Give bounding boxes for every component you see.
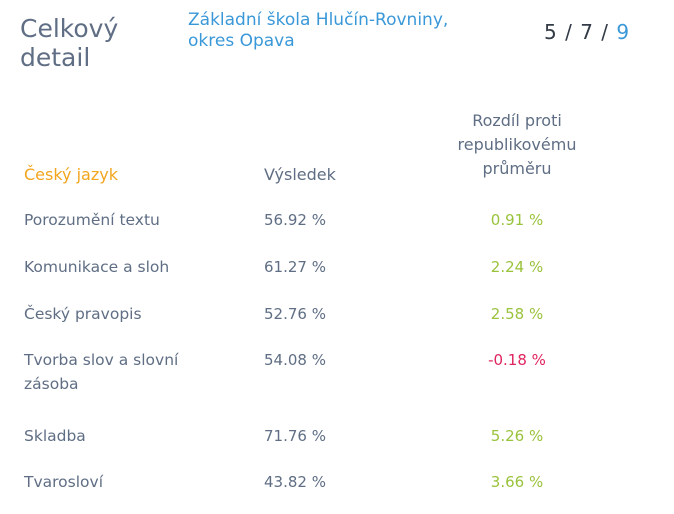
row-name: Tvarosloví [24,473,103,491]
row-name: Skladba [24,427,86,445]
page-title: Celkový detail [20,14,119,72]
row-result: 71.76 % [264,427,326,445]
school-name: Základní škola Hlučín-Rovniny, okres Opa… [188,10,449,51]
pager-separator: / [593,20,617,44]
pager: 5 / 7 / 9 [544,20,630,44]
row-name: Český pravopis [24,305,142,323]
row-name: Porozumění textu [24,211,160,229]
row-result: 61.27 % [264,258,326,276]
row-result: 54.08 % [264,351,326,369]
row-diff: -0.18 % [488,351,546,369]
diff-column-header: Rozdíl proti republikovému průměru [457,111,577,178]
row-diff: 0.91 % [490,211,544,229]
pager-current-b: 7 [580,20,594,44]
subject-heading: Český jazyk [24,165,118,184]
pager-total: 9 [616,20,631,44]
row-result: 43.82 % [264,473,326,491]
row-diff: 3.66 % [490,473,544,491]
row-result: 52.76 % [264,305,326,323]
row-name: Tvorba slov a slovní zásoba [24,351,179,393]
result-column-header: Výsledek [264,165,336,184]
row-diff: 2.58 % [490,305,544,323]
pager-separator: / [557,20,581,44]
row-result: 56.92 % [264,211,326,229]
pager-current-a: 5 [544,20,558,44]
row-diff: 2.24 % [490,258,544,276]
row-name: Komunikace a sloh [24,258,170,276]
row-diff: 5.26 % [490,427,544,445]
